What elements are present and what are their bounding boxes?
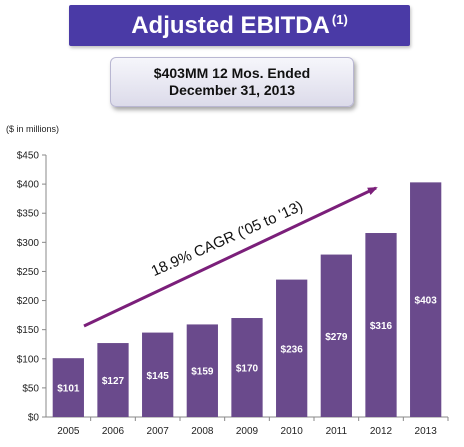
y-tick-label: $0: [28, 413, 40, 424]
title-footnote: (1): [331, 12, 348, 27]
bar-value-label: $279: [325, 332, 348, 343]
bar-value-label: $101: [57, 384, 80, 395]
y-tick-label: $450: [17, 151, 40, 162]
bar-2007: [142, 332, 174, 417]
x-tick-label: 2007: [147, 426, 170, 437]
bar-2005: [52, 358, 84, 417]
bar-2008: [186, 324, 218, 417]
y-tick-label: $250: [17, 267, 40, 278]
y-tick-label: $50: [22, 383, 39, 394]
x-tick-label: 2011: [326, 426, 348, 437]
bar-value-label: $170: [236, 364, 259, 375]
bar-2010: [276, 279, 308, 417]
y-tick-label: $200: [17, 296, 40, 307]
callout-line-2: December 31, 2013: [168, 82, 296, 98]
bar-2011: [320, 254, 352, 417]
bar-value-label: $236: [281, 344, 304, 355]
bar-value-label: $159: [191, 367, 214, 378]
callout-line-1: $403MM 12 Mos. Ended: [153, 65, 311, 81]
bar-2006: [97, 343, 129, 417]
y-tick-label: $150: [17, 325, 40, 336]
chart-title: Adjusted EBITDA: [131, 11, 330, 39]
bar-value-label: $403: [415, 296, 438, 307]
x-tick-label: 2005: [57, 426, 80, 437]
bar-value-label: $316: [370, 321, 393, 332]
x-tick-label: 2010: [281, 426, 304, 437]
y-tick-label: $350: [17, 209, 40, 220]
x-tick-label: 2008: [191, 426, 214, 437]
cagr-annotation: 18.9% CAGR ('05 to '13): [149, 198, 306, 280]
x-tick-label: 2009: [236, 426, 259, 437]
x-tick-label: 2013: [415, 426, 438, 437]
summary-callout: $403MM 12 Mos. Ended December 31, 2013: [110, 57, 354, 107]
y-tick-label: $300: [17, 238, 40, 249]
bar-value-label: $145: [147, 371, 170, 382]
chart-title-banner: Adjusted EBITDA (1): [69, 5, 410, 46]
units-label: ($ in millions): [6, 124, 60, 134]
x-tick-label: 2006: [102, 426, 125, 437]
bar-2013: [410, 182, 442, 417]
bar-2012: [365, 233, 397, 417]
x-tick-label: 2012: [370, 426, 393, 437]
bar-2009: [231, 318, 263, 417]
cagr-arrow: [83, 186, 378, 328]
y-tick-label: $400: [17, 180, 40, 191]
bar-value-label: $127: [102, 376, 125, 387]
y-tick-label: $100: [17, 354, 40, 365]
